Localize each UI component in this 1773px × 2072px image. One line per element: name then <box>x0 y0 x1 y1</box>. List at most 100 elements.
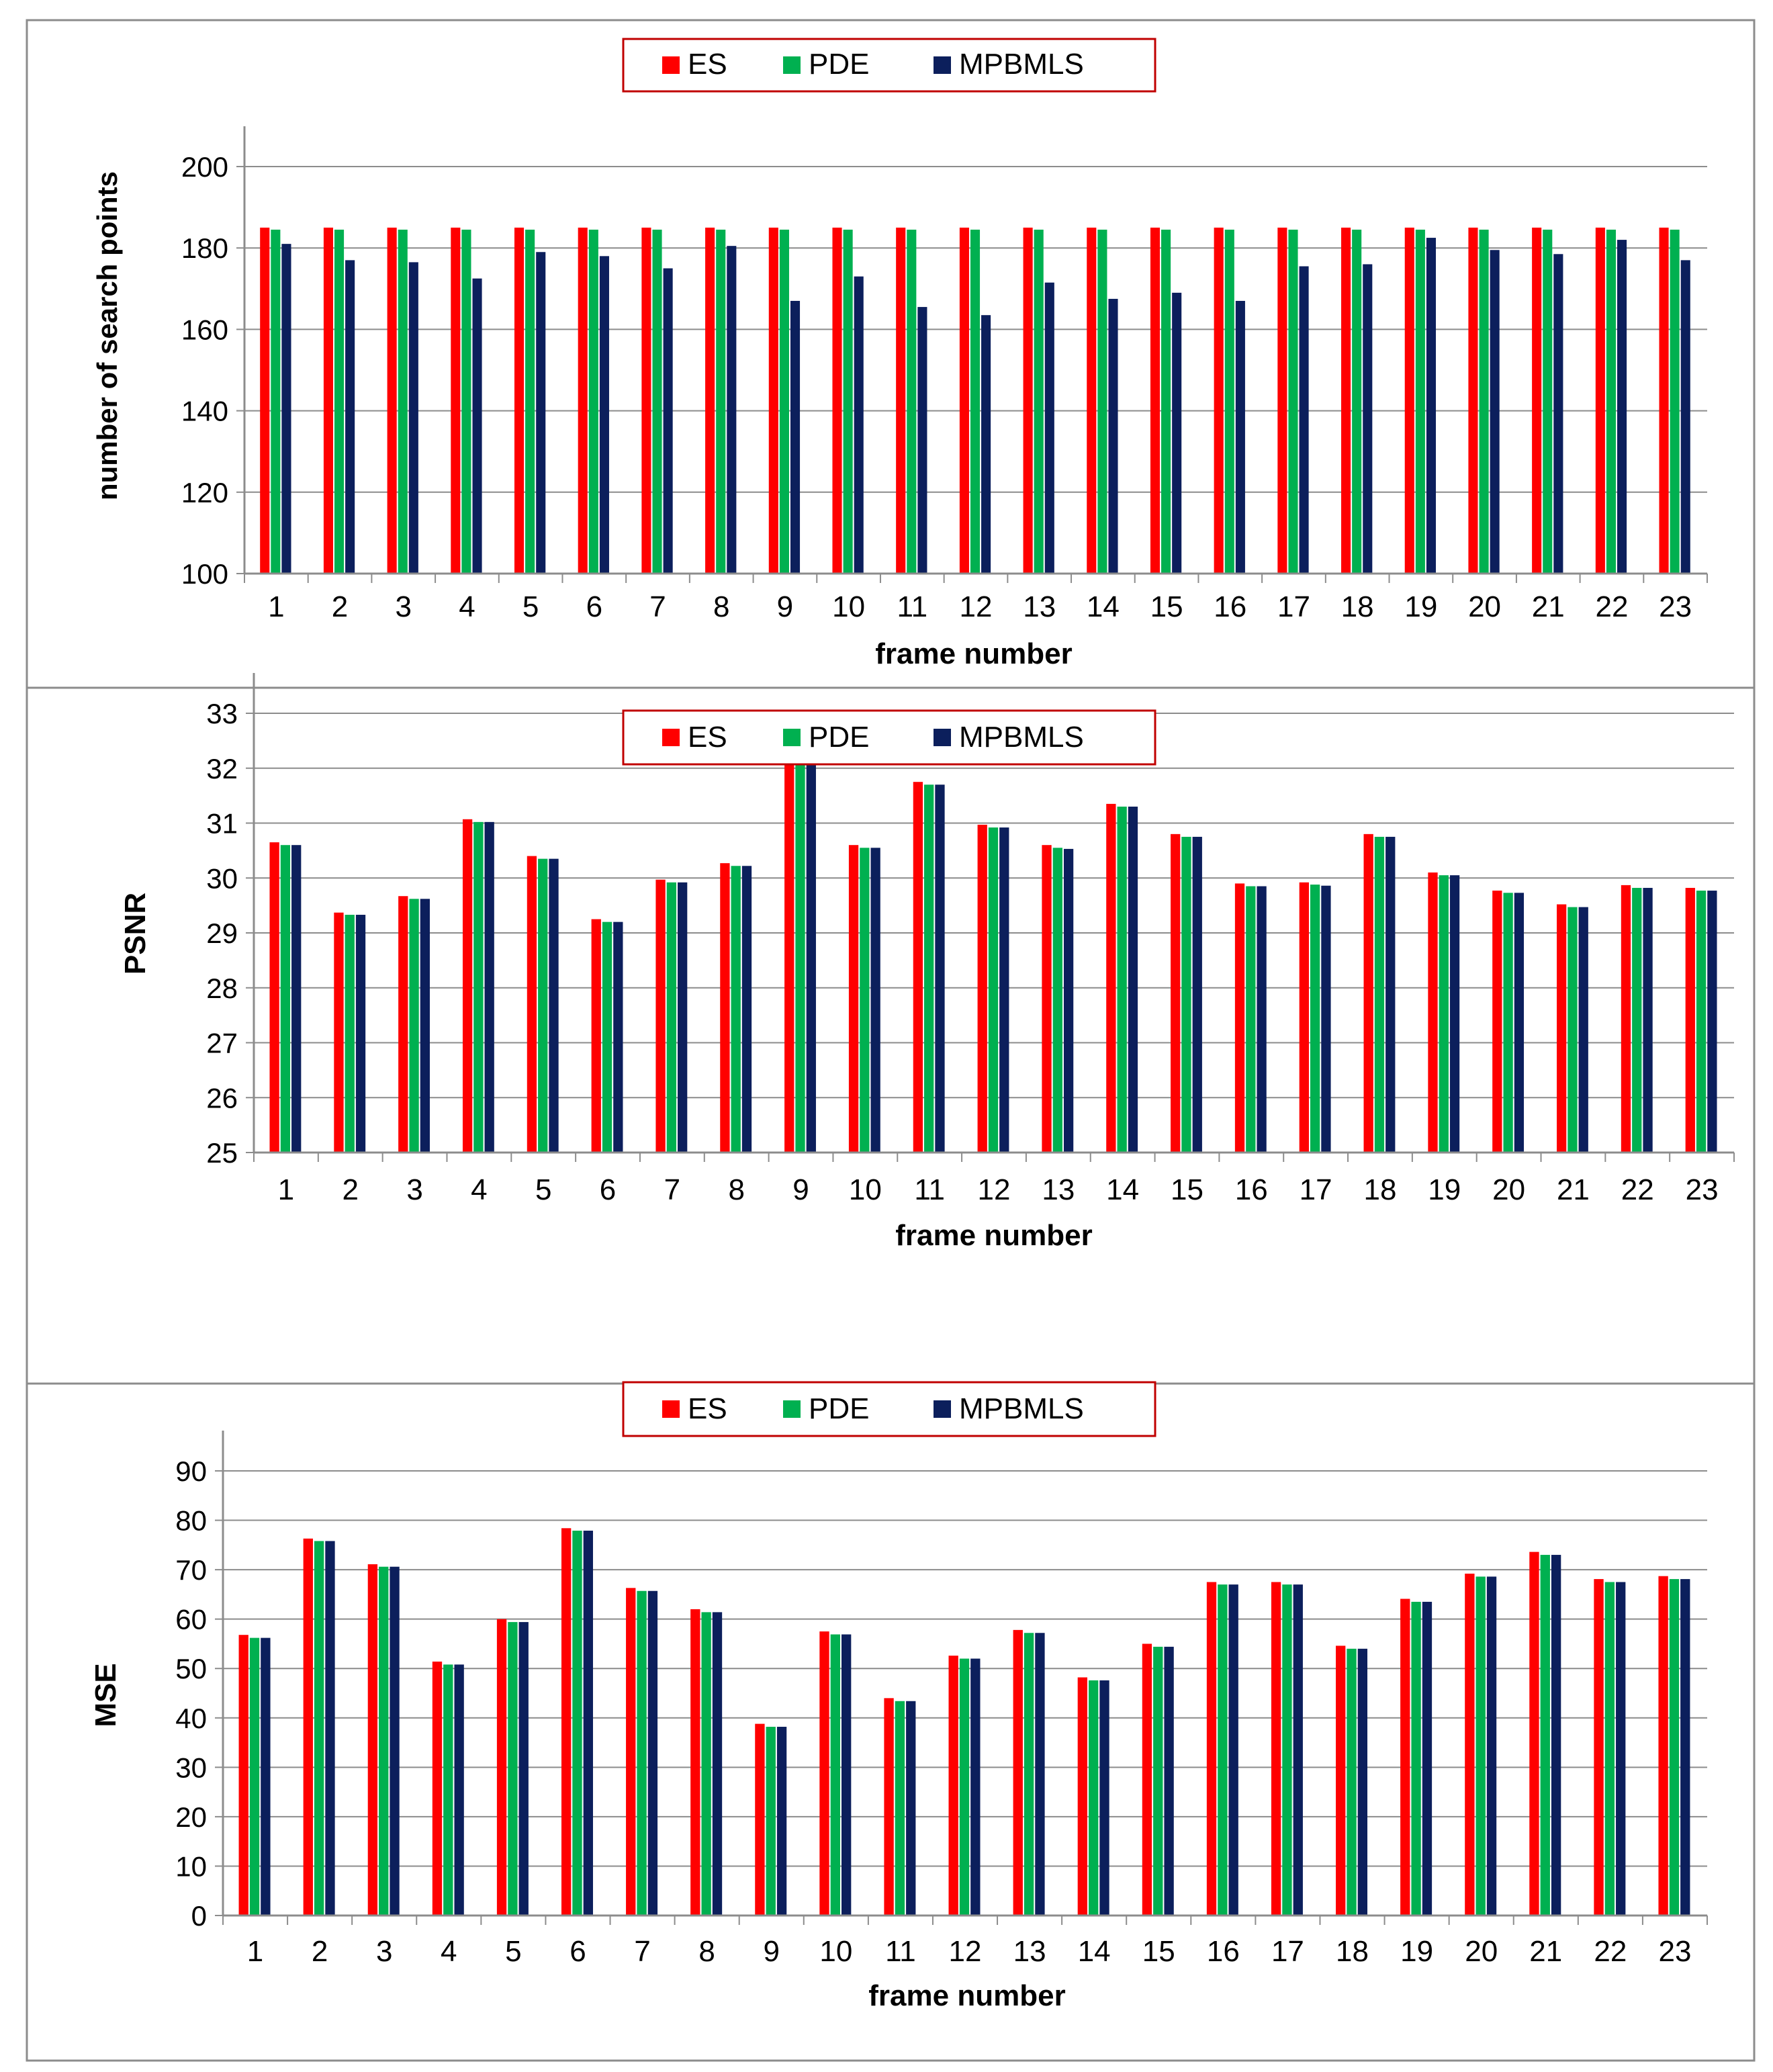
y-tick-label: 60 <box>175 1604 207 1635</box>
x-axis-label: frame number <box>868 1979 1065 2012</box>
legend-swatch-es <box>662 56 680 74</box>
bar-mpbmls-frame-17 <box>1293 1584 1303 1916</box>
bar-mpbmls-frame-16 <box>1257 886 1267 1153</box>
x-tick-label: 6 <box>600 1173 616 1206</box>
bar-pde-frame-2 <box>314 1541 324 1916</box>
bar-mpbmls-frame-6 <box>613 921 623 1153</box>
bar-mpbmls-frame-1 <box>261 1637 271 1916</box>
x-tick-label: 8 <box>698 1935 715 1968</box>
bar-mpbmls-frame-16 <box>1235 300 1245 574</box>
bar-es-frame-5 <box>514 227 525 574</box>
bar-mpbmls-frame-10 <box>870 848 880 1153</box>
bar-mpbmls-frame-6 <box>583 1531 593 1916</box>
bar-pde-frame-14 <box>1089 1680 1099 1916</box>
legend-label-es: ES <box>688 48 727 81</box>
bar-mpbmls-frame-12 <box>981 315 991 574</box>
bar-mpbmls-frame-20 <box>1514 893 1525 1153</box>
bar-mpbmls-frame-10 <box>841 1634 852 1916</box>
x-tick-label: 16 <box>1235 1173 1268 1206</box>
bar-mpbmls-frame-19 <box>1449 875 1460 1153</box>
x-tick-label: 6 <box>570 1935 586 1968</box>
bar-mpbmls-frame-15 <box>1164 1646 1174 1916</box>
bar-pde-frame-16 <box>1224 229 1234 574</box>
y-tick-label: 120 <box>181 477 228 508</box>
bar-es-frame-6 <box>578 227 588 574</box>
bar-mpbmls-frame-15 <box>1192 836 1202 1153</box>
x-tick-label: 11 <box>897 590 927 623</box>
bar-mpbmls-frame-14 <box>1128 806 1138 1153</box>
bar-es-frame-23 <box>1659 227 1669 574</box>
x-tick-label: 19 <box>1428 1173 1461 1206</box>
bar-es-frame-13 <box>1042 845 1052 1153</box>
x-tick-label: 17 <box>1271 1935 1304 1968</box>
bar-es-frame-18 <box>1341 227 1351 574</box>
legend-label-pde: PDE <box>809 48 869 81</box>
bar-pde-frame-2 <box>345 915 355 1153</box>
bar-pde-frame-1 <box>271 229 281 574</box>
y-tick-label: 70 <box>175 1554 207 1586</box>
bar-pde-frame-8 <box>701 1612 711 1916</box>
bar-pde-frame-15 <box>1161 229 1171 574</box>
x-tick-label: 10 <box>849 1173 882 1206</box>
bar-mpbmls-frame-21 <box>1551 1555 1561 1916</box>
bar-es-frame-11 <box>884 1698 894 1916</box>
bar-pde-frame-11 <box>907 229 917 574</box>
bar-es-frame-17 <box>1271 1582 1281 1916</box>
bar-mpbmls-frame-13 <box>1063 848 1074 1153</box>
y-axis-label: number of search points <box>91 171 123 500</box>
bar-pde-frame-2 <box>334 229 345 574</box>
x-tick-label: 4 <box>459 590 475 623</box>
bar-pde-frame-21 <box>1543 229 1553 574</box>
x-tick-label: 22 <box>1594 1935 1627 1968</box>
x-tick-label: 21 <box>1532 590 1565 623</box>
y-tick-label: 20 <box>175 1801 207 1833</box>
bar-es-frame-6 <box>561 1528 572 1916</box>
bar-pde-frame-13 <box>1024 1633 1034 1916</box>
bar-pde-frame-5 <box>508 1622 518 1916</box>
x-tick-label: 13 <box>1013 1935 1046 1968</box>
bar-pde-frame-9 <box>779 229 789 574</box>
y-tick-label: 25 <box>206 1137 238 1169</box>
bar-mpbmls-frame-22 <box>1643 887 1653 1153</box>
x-tick-label: 23 <box>1659 590 1692 623</box>
bar-pde-frame-13 <box>1034 229 1044 574</box>
bar-mpbmls-frame-15 <box>1172 292 1182 574</box>
bar-pde-frame-11 <box>924 784 934 1153</box>
bar-es-frame-12 <box>948 1656 958 1916</box>
bar-es-frame-9 <box>755 1723 765 1916</box>
y-tick-label: 0 <box>191 1900 207 1932</box>
bar-es-frame-18 <box>1363 834 1373 1153</box>
bar-pde-frame-7 <box>666 882 677 1153</box>
x-tick-label: 21 <box>1529 1935 1562 1968</box>
x-axis-label: frame number <box>875 637 1072 670</box>
bar-es-frame-20 <box>1468 227 1478 574</box>
bar-mpbmls-frame-17 <box>1299 266 1309 574</box>
bar-es-frame-19 <box>1428 872 1438 1153</box>
bar-pde-frame-10 <box>830 1634 840 1916</box>
bar-mpbmls-frame-8 <box>741 866 752 1153</box>
x-tick-label: 14 <box>1087 590 1120 623</box>
bar-pde-frame-8 <box>731 866 741 1153</box>
x-tick-label: 1 <box>247 1935 263 1968</box>
bar-es-frame-5 <box>527 856 537 1153</box>
legend-swatch-mpbmls <box>934 56 951 74</box>
bar-pde-frame-11 <box>895 1701 905 1916</box>
bar-pde-frame-14 <box>1097 229 1107 574</box>
bar-es-frame-8 <box>705 227 715 574</box>
bar-mpbmls-frame-18 <box>1357 1648 1368 1916</box>
bar-pde-frame-19 <box>1415 229 1425 574</box>
x-tick-label: 14 <box>1106 1173 1139 1206</box>
x-tick-label: 5 <box>505 1935 521 1968</box>
bar-mpbmls-frame-23 <box>1707 891 1717 1153</box>
bar-es-frame-13 <box>1023 227 1033 574</box>
x-tick-label: 14 <box>1078 1935 1111 1968</box>
legend-swatch-es <box>662 1400 680 1418</box>
bar-mpbmls-frame-14 <box>1099 1680 1109 1916</box>
bar-pde-frame-23 <box>1669 1579 1680 1916</box>
x-tick-label: 19 <box>1404 590 1437 623</box>
x-tick-label: 23 <box>1686 1173 1719 1206</box>
x-tick-label: 5 <box>535 1173 551 1206</box>
bar-mpbmls-frame-13 <box>1035 1633 1045 1916</box>
bar-mpbmls-frame-7 <box>647 1590 658 1916</box>
